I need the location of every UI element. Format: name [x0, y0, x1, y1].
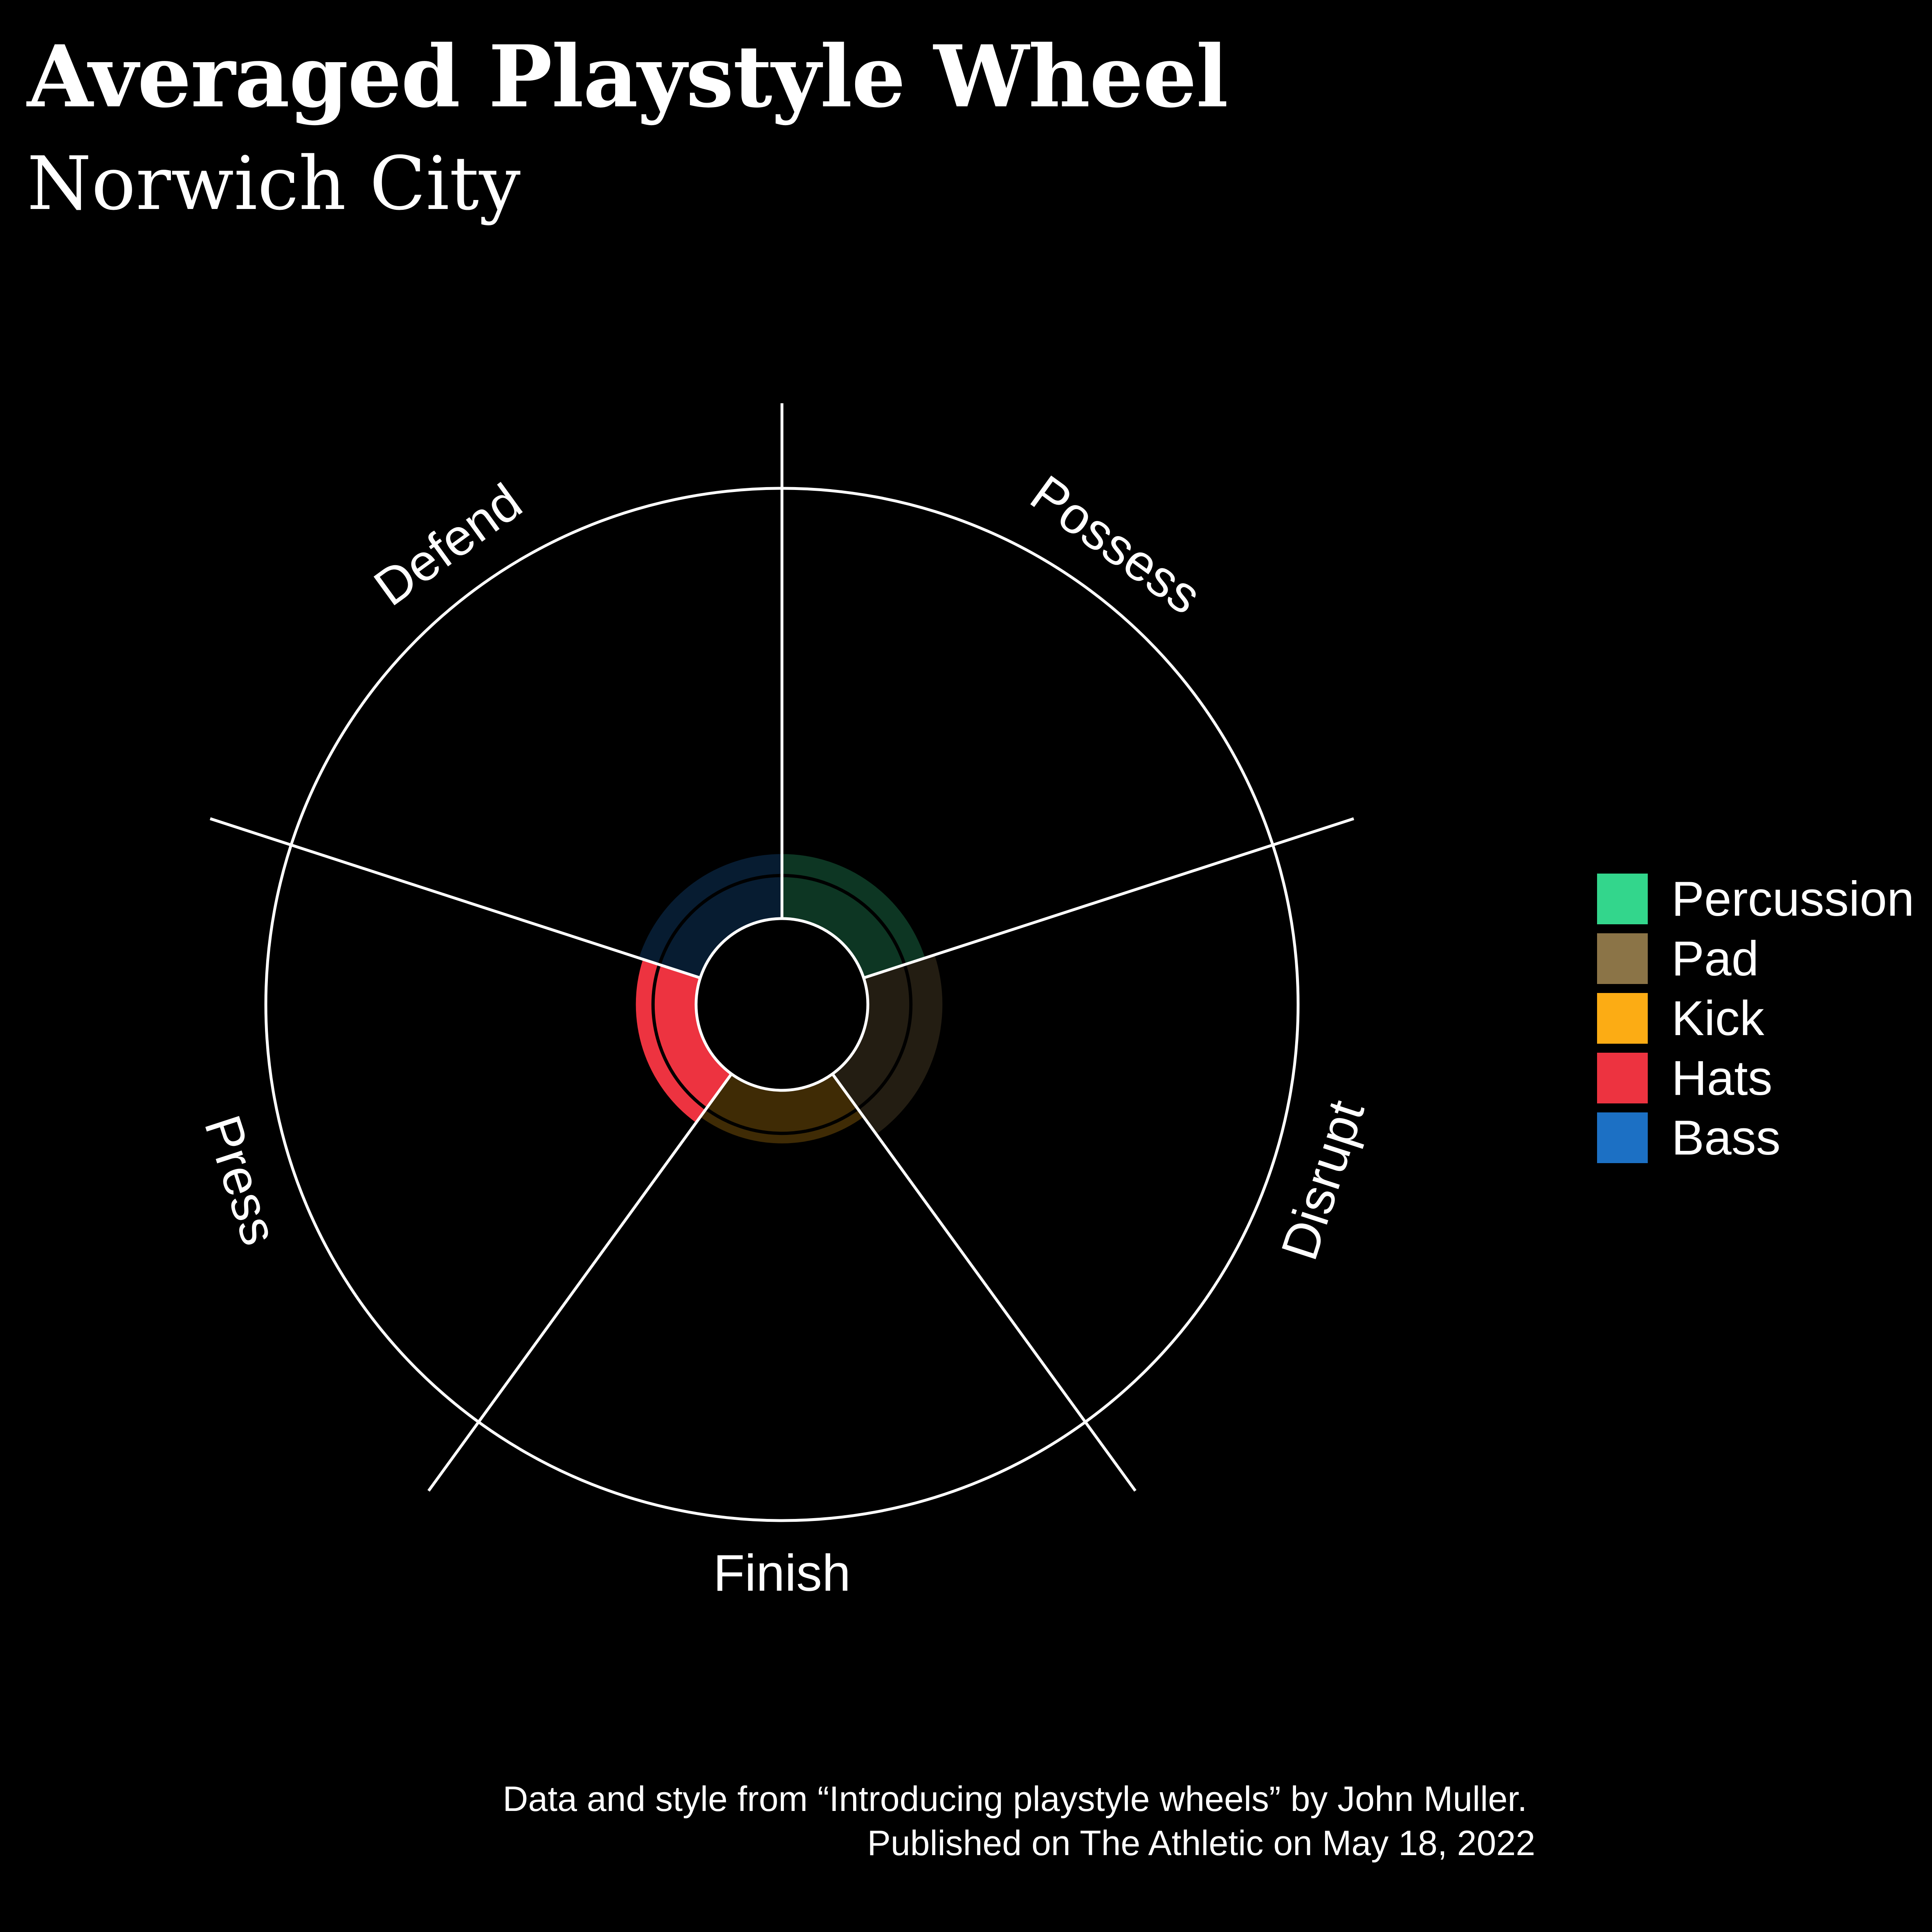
- caption-line-2: Published on The Athletic on May 18, 202…: [867, 1824, 1535, 1863]
- legend-swatch-hats: [1597, 1053, 1648, 1103]
- legend-swatch-bass: [1597, 1112, 1648, 1163]
- legend-item-kick: Kick: [1597, 988, 1914, 1048]
- legend-item-bass: Bass: [1597, 1108, 1914, 1168]
- legend-label-bass: Bass: [1671, 1110, 1781, 1165]
- category-label-press: Press: [193, 1109, 289, 1252]
- legend-label-percussion: Percussion: [1671, 872, 1914, 926]
- legend-label-kick: Kick: [1671, 991, 1764, 1046]
- category-label-defend: Defend: [364, 472, 532, 617]
- inner-hole: [694, 917, 869, 1092]
- wheel-segment-defend: [639, 854, 782, 978]
- legend: Percussion Pad Kick Hats Bass: [1597, 869, 1914, 1168]
- legend-swatch-percussion: [1597, 874, 1648, 924]
- legend-swatch-kick: [1597, 993, 1648, 1044]
- chart-title: Averaged Playstyle Wheel: [27, 27, 1228, 127]
- wheel-segment-possess: [782, 854, 925, 978]
- legend-item-pad: Pad: [1597, 929, 1914, 988]
- category-label-finish: Finish: [713, 1544, 851, 1602]
- spoke-line: [209, 817, 701, 979]
- wheel-segment-press: [636, 959, 732, 1123]
- legend-label-hats: Hats: [1671, 1051, 1772, 1105]
- wheel-segment-disrupt: [832, 955, 943, 1134]
- legend-item-percussion: Percussion: [1597, 869, 1914, 929]
- chart-subtitle: Norwich City: [27, 141, 521, 227]
- spoke-line: [427, 1073, 733, 1492]
- spoke-line: [831, 1073, 1137, 1492]
- legend-swatch-pad: [1597, 933, 1648, 984]
- legend-label-pad: Pad: [1671, 931, 1759, 986]
- legend-item-hats: Hats: [1597, 1048, 1914, 1108]
- caption-line-1: Data and style from “Introducing playsty…: [503, 1779, 1527, 1819]
- spoke-line: [863, 817, 1355, 979]
- category-label-possess: Possess: [1020, 464, 1212, 625]
